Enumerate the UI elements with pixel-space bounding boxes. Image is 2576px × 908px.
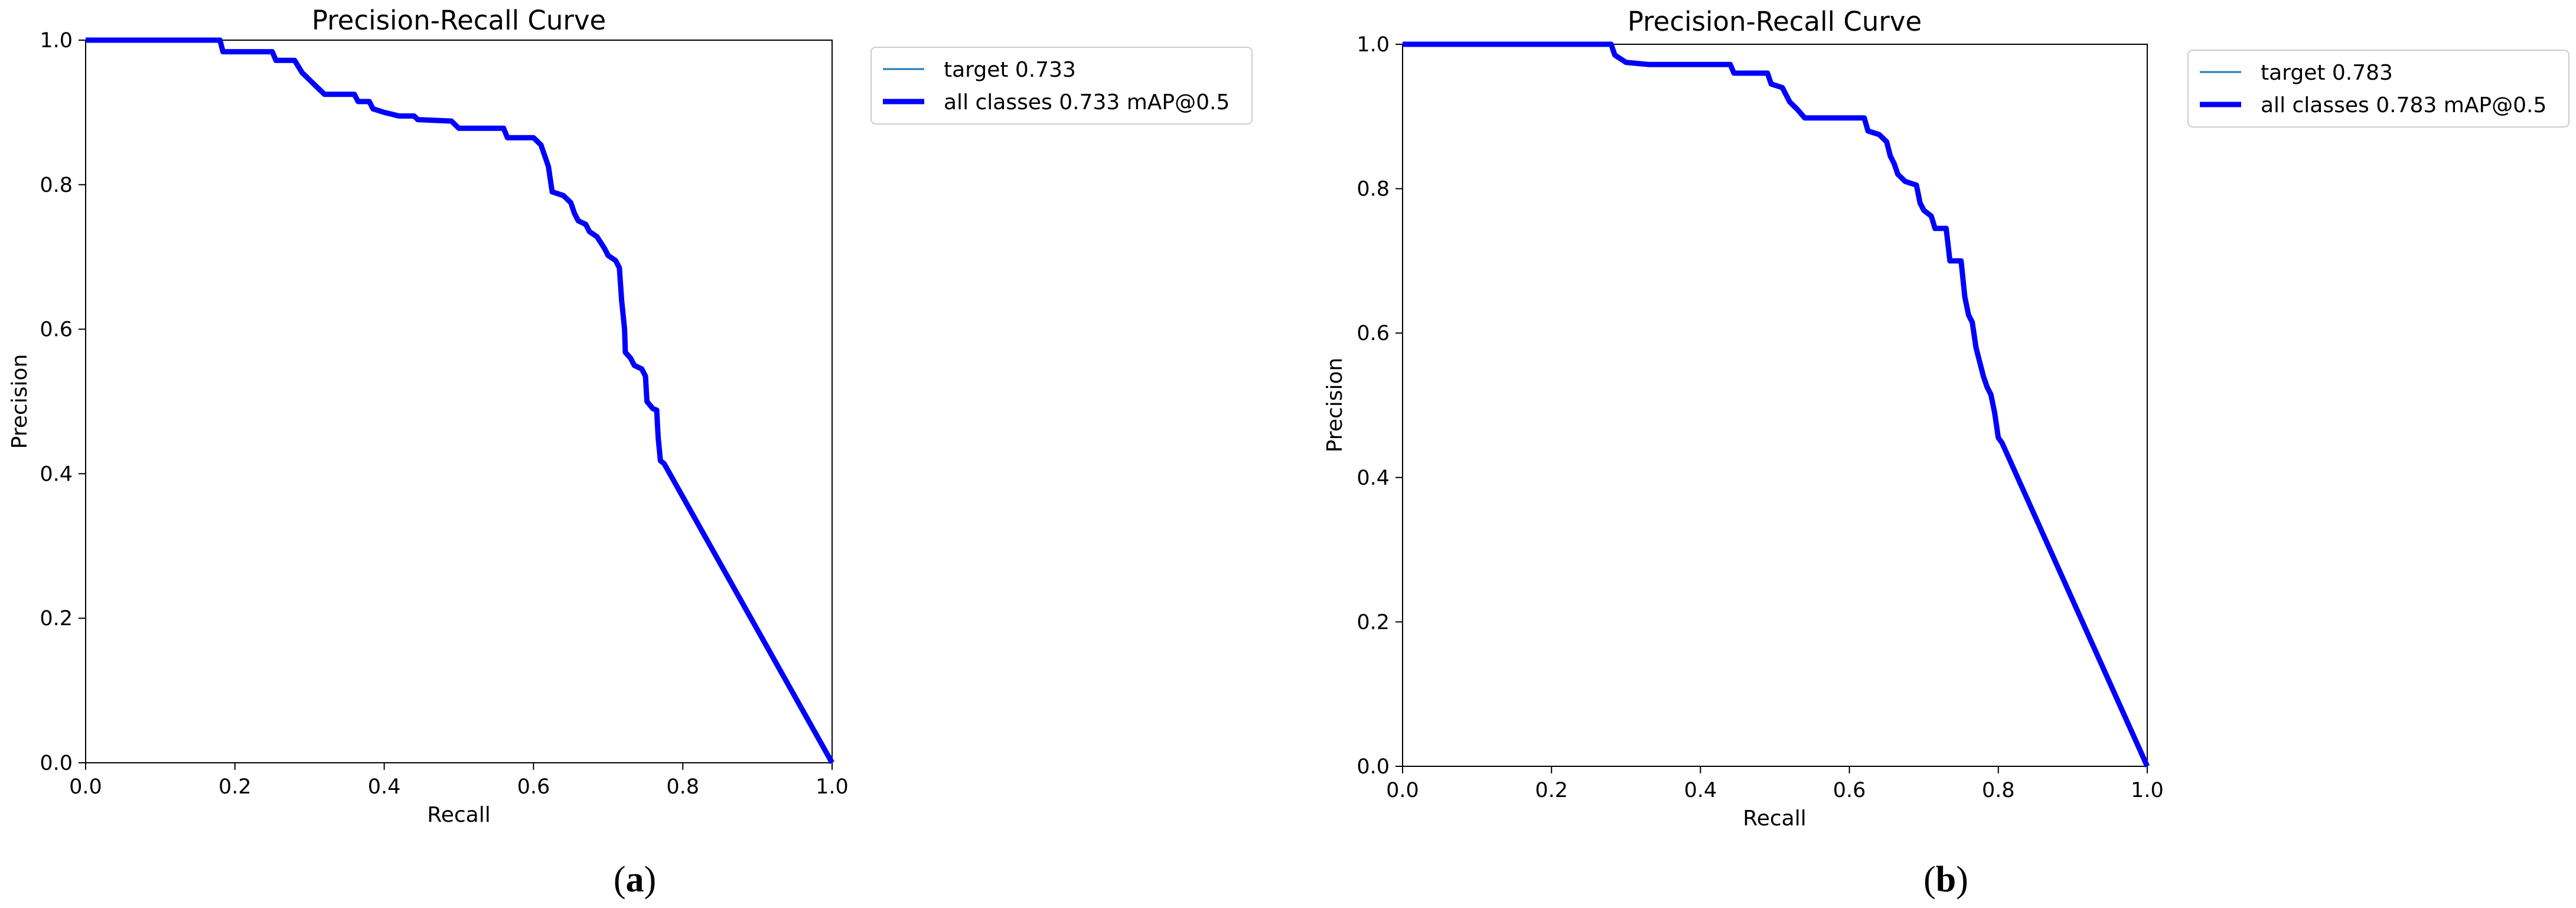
y-tick-label: 1.0	[1357, 33, 1390, 57]
caption-letter: b	[1936, 860, 1956, 900]
legend-frame	[2187, 50, 2570, 128]
y-tick-label: 0.4	[1357, 466, 1390, 490]
x-tick-label: 0.6	[517, 775, 550, 799]
x-tick-label: 0.8	[666, 775, 699, 799]
series-group	[86, 37, 834, 765]
x-tick-label: 0.8	[1982, 779, 2015, 802]
y-tick-label: 0.8	[40, 174, 73, 197]
y-tick-label: 0.8	[1357, 178, 1390, 201]
series-line-all-classes	[86, 37, 834, 765]
x-tick-label: 0.4	[368, 775, 401, 799]
y-tick-label: 0.4	[40, 462, 73, 486]
plot-frame	[85, 40, 833, 763]
x-tick-label: 0.0	[69, 775, 102, 799]
series-line-target	[86, 39, 833, 763]
y-tick-label: 0.2	[1357, 610, 1390, 634]
x-ticks: 0.0 0.2 0.4 0.6 0.8 1.0	[69, 763, 849, 799]
legend-entry-all-classes: all classes 0.783 mAP@0.5	[2261, 93, 2546, 117]
x-tick-label: 0.2	[1535, 779, 1568, 802]
y-tick-label: 0.6	[40, 318, 73, 342]
y-ticks: 0.0 0.2 0.4 0.6 0.8 1.0	[40, 29, 86, 775]
chart-title: Precision-Recall Curve	[312, 5, 606, 36]
panel-a: Precision-Recall Curve 0.0 0.2 0.4 0.6 0.8 1.…	[8, 5, 1253, 900]
chart-title: Precision-Recall Curve	[1628, 6, 1922, 37]
legend-entry-target: target 0.733	[944, 58, 1076, 82]
series-line-all-classes	[1403, 41, 2150, 767]
x-tick-label: 1.0	[816, 775, 849, 799]
panel-caption: (b)	[1923, 860, 1968, 900]
x-ticks: 0.0 0.2 0.4 0.6 0.8 1.0	[1386, 766, 2164, 802]
y-axis-label: Precision	[8, 354, 32, 449]
panel-b: Precision-Recall Curve 0.0 0.2 0.4 0.6 0.8 1.…	[1323, 6, 2570, 900]
legend-frame	[870, 47, 1253, 125]
legend-entry-target: target 0.783	[2261, 61, 2393, 85]
plot-frame	[1402, 44, 2148, 767]
x-axis-label: Recall	[427, 803, 490, 827]
x-tick-label: 0.2	[219, 775, 252, 799]
y-tick-label: 0.0	[40, 752, 73, 775]
x-tick-label: 1.0	[2131, 779, 2164, 802]
y-ticks: 0.0 0.2 0.4 0.6 0.8 1.0	[1357, 33, 1403, 779]
y-tick-label: 0.2	[40, 607, 73, 631]
x-axis-label: Recall	[1743, 806, 1806, 831]
series-group	[1403, 41, 2150, 767]
x-tick-label: 0.6	[1833, 779, 1866, 802]
caption-letter: a	[626, 860, 644, 900]
y-tick-label: 1.0	[40, 29, 73, 53]
legend: target 0.733 all classes 0.733 mAP@0.5	[870, 47, 1253, 125]
panel-caption: (a)	[614, 860, 656, 900]
x-tick-label: 0.0	[1386, 779, 1419, 802]
y-tick-label: 0.0	[1357, 755, 1390, 779]
series-line-target	[1403, 43, 2148, 767]
legend: target 0.783 all classes 0.783 mAP@0.5	[2187, 50, 2570, 128]
y-axis-label: Precision	[1323, 358, 1347, 453]
y-tick-label: 0.6	[1357, 322, 1390, 345]
x-tick-label: 0.4	[1684, 779, 1717, 802]
legend-entry-all-classes: all classes 0.733 mAP@0.5	[944, 90, 1230, 115]
